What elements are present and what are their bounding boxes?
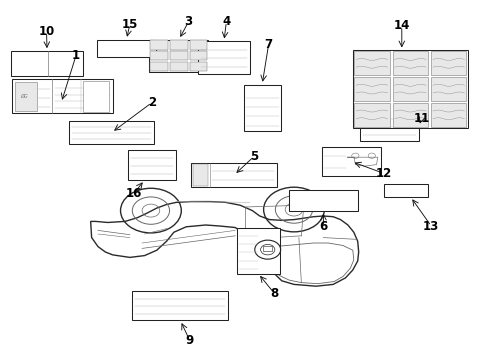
Bar [150, 51, 168, 60]
Bar [354, 103, 390, 127]
Text: 1: 1 [72, 49, 80, 62]
Bar [354, 51, 390, 75]
Text: 4: 4 [222, 15, 230, 28]
Bar [244, 85, 281, 131]
Text: 11: 11 [413, 112, 430, 125]
Text: 6: 6 [319, 220, 327, 233]
Text: 7: 7 [265, 39, 272, 51]
Bar [431, 77, 466, 101]
Bar [11, 51, 83, 76]
Bar [392, 77, 428, 101]
Text: 5: 5 [250, 150, 258, 163]
Text: 9: 9 [186, 334, 194, 347]
Text: 2: 2 [148, 96, 156, 109]
Bar [193, 164, 208, 186]
Bar [190, 62, 207, 71]
Text: 13: 13 [423, 220, 440, 233]
Bar [97, 40, 156, 57]
Bar [69, 121, 154, 144]
Bar [392, 51, 428, 75]
Bar [322, 147, 381, 176]
Bar [170, 40, 188, 50]
Bar [263, 246, 272, 251]
Bar [392, 103, 428, 127]
Bar [360, 112, 419, 141]
Bar [384, 184, 428, 197]
Bar [149, 40, 208, 72]
Text: 8: 8 [270, 287, 278, 300]
Bar [15, 82, 37, 111]
Text: 16: 16 [125, 187, 142, 200]
Bar [289, 190, 358, 211]
Bar [190, 40, 207, 50]
Bar [170, 62, 188, 71]
Bar [128, 150, 176, 180]
Bar [353, 50, 468, 128]
Bar [237, 228, 280, 274]
Bar [354, 77, 390, 101]
Bar [191, 163, 277, 187]
Text: 12: 12 [376, 167, 392, 180]
Text: ØG: ØG [20, 94, 27, 99]
Bar [431, 51, 466, 75]
Bar [170, 51, 188, 60]
Bar [198, 41, 250, 74]
Text: 14: 14 [393, 19, 410, 32]
Bar [82, 81, 109, 112]
Bar [150, 40, 168, 50]
Text: 10: 10 [38, 25, 55, 38]
Bar [132, 291, 228, 320]
Bar [150, 62, 168, 71]
Bar [12, 79, 113, 113]
Text: 15: 15 [122, 18, 138, 31]
Text: 3: 3 [185, 15, 193, 28]
Bar [190, 51, 207, 60]
Bar [431, 103, 466, 127]
